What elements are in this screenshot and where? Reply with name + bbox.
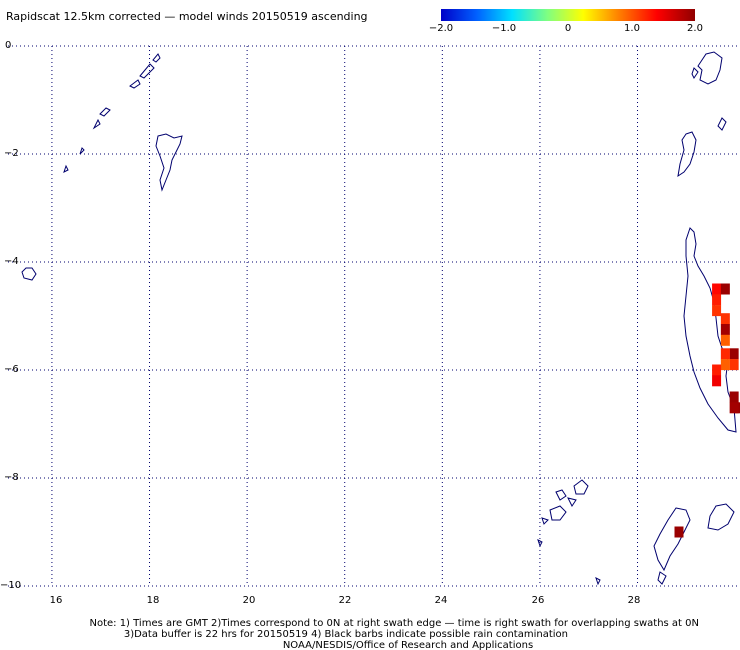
y-tick-label: −10 xyxy=(0,580,21,591)
x-tick-label: 26 xyxy=(532,595,545,606)
wind-cell xyxy=(712,364,722,376)
wind-difference-cells xyxy=(674,283,740,538)
coastline xyxy=(63,164,69,173)
colorbar: −2.0 −1.0 0 1.0 2.0 xyxy=(429,9,703,34)
colorbar-tick-label: 2.0 xyxy=(687,23,703,34)
x-tick-label: 22 xyxy=(339,595,352,606)
coastline xyxy=(92,118,101,130)
colorbar-tick-label: 1.0 xyxy=(624,23,640,34)
coastline xyxy=(79,147,85,155)
wind-cell xyxy=(720,334,730,346)
coastline xyxy=(537,539,543,548)
x-tick-label: 16 xyxy=(50,595,63,606)
wind-cell xyxy=(720,313,730,325)
y-tick-label: −4 xyxy=(4,256,19,267)
wind-cell xyxy=(720,283,730,295)
wind-cell xyxy=(729,402,739,414)
coastline xyxy=(707,503,735,531)
coastline xyxy=(549,505,567,521)
coastline xyxy=(155,133,183,192)
wind-cell xyxy=(729,391,739,403)
colorbar-tick-label: −1.0 xyxy=(492,23,516,34)
wind-cell xyxy=(712,375,722,387)
coastline xyxy=(541,517,549,525)
coastline xyxy=(697,51,723,85)
graticule xyxy=(8,45,740,587)
coastline xyxy=(99,107,111,117)
wind-cell xyxy=(729,348,739,360)
x-tick-label: 20 xyxy=(243,595,256,606)
coastline xyxy=(567,497,577,507)
y-axis-labels: 0 −2 −4 −6 −8 −10 xyxy=(0,40,21,591)
colorbar-tick-label: 0 xyxy=(565,23,571,34)
x-axis-labels: 16 18 20 22 24 26 28 xyxy=(50,595,641,606)
y-tick-label: −6 xyxy=(4,364,19,375)
wind-cell xyxy=(720,348,730,360)
colorbar-scale xyxy=(441,9,695,21)
coastline xyxy=(129,79,141,89)
colorbar-tick-label: −2.0 xyxy=(429,23,453,34)
map-title: Rapidscat 12.5km corrected — model winds… xyxy=(6,10,368,23)
x-tick-label: 28 xyxy=(628,595,641,606)
coastline xyxy=(573,479,589,495)
wind-cell xyxy=(720,324,730,335)
note-line-2: 3)Data buffer is 22 hrs for 20150519 4) … xyxy=(124,629,568,640)
wind-cell xyxy=(729,359,739,371)
coastline xyxy=(657,571,667,585)
wind-cell xyxy=(720,359,730,371)
x-tick-label: 18 xyxy=(147,595,160,606)
coastline xyxy=(653,507,691,572)
coastlines xyxy=(21,51,737,586)
coastline xyxy=(677,131,697,178)
coastline xyxy=(717,117,727,131)
y-tick-label: 0 xyxy=(5,40,11,51)
wind-cell xyxy=(674,526,684,538)
note-line-1: Note: 1) Times are GMT 2)Times correspon… xyxy=(89,618,699,629)
credit-line: NOAA/NESDIS/Office of Research and Appli… xyxy=(283,640,533,650)
wind-cell xyxy=(712,283,722,295)
wind-cell xyxy=(712,294,722,306)
coastline xyxy=(139,63,155,79)
coastline xyxy=(595,577,601,586)
wind-cell xyxy=(712,305,722,317)
coastline xyxy=(152,53,161,63)
coastline xyxy=(21,267,37,281)
y-tick-label: −2 xyxy=(4,148,19,159)
x-tick-label: 24 xyxy=(435,595,448,606)
coastline xyxy=(691,67,699,79)
y-tick-label: −8 xyxy=(4,472,19,483)
coastline xyxy=(555,489,567,501)
